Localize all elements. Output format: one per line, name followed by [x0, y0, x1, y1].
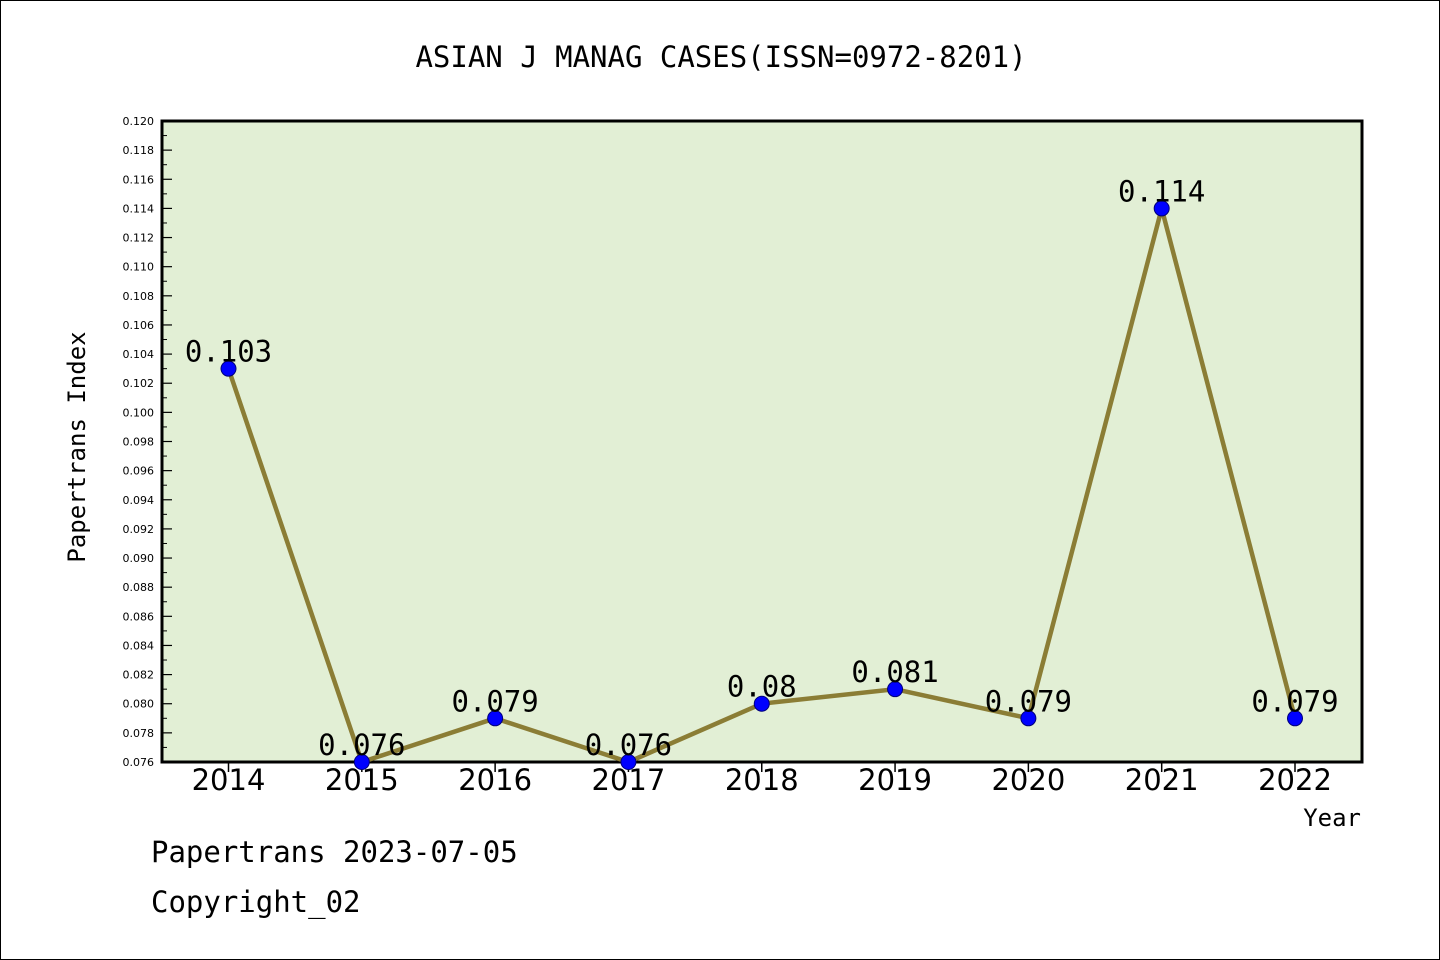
footer-copyright: Copyright_02 [151, 885, 361, 919]
y-tick-label: 0.090 [123, 552, 155, 565]
y-tick-label: 0.084 [123, 639, 155, 652]
x-tick-label: 2014 [192, 763, 266, 797]
y-tick-label: 0.118 [123, 144, 155, 157]
data-point [220, 360, 237, 377]
y-tick-label: 0.100 [123, 406, 155, 419]
footer-credit: Papertrans 2023-07-05 [151, 835, 518, 869]
data-label: 0.081 [851, 655, 938, 689]
y-tick-label: 0.088 [123, 581, 155, 594]
data-label: 0.079 [985, 684, 1072, 718]
x-axis-label: Year [1303, 804, 1361, 832]
y-tick-label: 0.110 [123, 261, 155, 274]
y-tick-label: 0.096 [123, 465, 155, 478]
y-tick-label: 0.106 [123, 319, 155, 332]
data-point [620, 754, 637, 770]
y-axis: 0.076 0.078 0.080 0.082 0.084 0.086 0.088 0.090… [123, 115, 172, 769]
data-label: 0.114 [1118, 174, 1205, 208]
x-tick-label: 2020 [991, 763, 1065, 797]
y-tick-label: 0.102 [123, 377, 155, 390]
y-tick-label: 0.076 [123, 756, 155, 769]
y-tick-label: 0.114 [123, 202, 155, 215]
x-tick-label: 2021 [1125, 763, 1199, 797]
y-tick-label: 0.082 [123, 669, 155, 682]
y-tick-label: 0.116 [123, 173, 155, 186]
y-axis-label: Papertrans Index [63, 331, 91, 562]
y-tick-label: 0.092 [123, 523, 155, 536]
y-tick-label: 0.108 [123, 290, 155, 303]
data-point [1153, 200, 1170, 217]
data-label: 0.08 [727, 670, 797, 704]
x-axis: 2014 2015 2016 2017 2018 2019 2020 2021 2022 [192, 762, 1332, 797]
data-point [1287, 710, 1303, 727]
y-tick-label: 0.120 [123, 115, 155, 128]
x-tick-label: 2018 [725, 763, 799, 797]
plot-area [160, 119, 1364, 764]
x-tick-label: 2019 [858, 763, 932, 797]
x-tick-label: 2016 [458, 763, 532, 797]
markers-group [220, 200, 1303, 770]
data-point [487, 710, 504, 727]
data-labels-group: 0.103 0.076 0.079 0.076 0.08 0.081 0.079 0.114 0… [185, 174, 1339, 762]
data-label: 0.076 [585, 728, 672, 762]
y-tick-label: 0.078 [123, 727, 155, 740]
y-tick-label: 0.080 [123, 698, 155, 711]
data-point [753, 695, 770, 712]
y-tick-label: 0.098 [123, 436, 155, 449]
x-tick-label: 2022 [1258, 763, 1332, 797]
y-tick-label: 0.094 [123, 494, 155, 507]
chart-title: ASIAN J MANAG CASES(ISSN=0972-8201) [415, 40, 1026, 74]
data-label: 0.079 [1251, 684, 1338, 718]
data-label: 0.103 [185, 335, 272, 369]
y-tick-label: 0.104 [123, 348, 155, 361]
data-point [887, 681, 904, 698]
data-label: 0.079 [451, 684, 538, 718]
data-point [353, 754, 370, 770]
data-point [1020, 710, 1037, 727]
y-tick-label: 0.086 [123, 610, 155, 623]
y-tick-label: 0.112 [123, 232, 155, 245]
data-label: 0.076 [318, 728, 405, 762]
